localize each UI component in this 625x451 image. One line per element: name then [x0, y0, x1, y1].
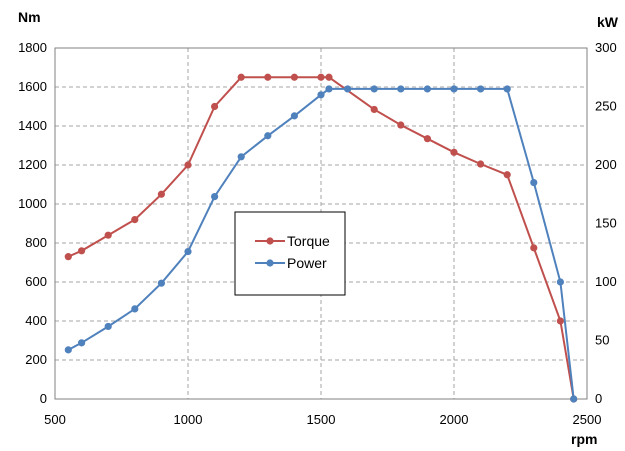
torque-data-point — [503, 171, 511, 179]
x-tick-label: 500 — [44, 412, 66, 427]
y-left-tick-label: 400 — [25, 313, 47, 328]
y-left-tick-label: 1800 — [18, 40, 47, 55]
power-data-point — [556, 278, 565, 286]
power-data-point — [370, 85, 378, 93]
y-left-tick-label: 200 — [25, 352, 47, 367]
y-left-tick-label: 1400 — [18, 118, 47, 133]
power-data-point — [184, 247, 192, 256]
y-left-tick-label: 1600 — [18, 79, 47, 94]
torque-data-point — [556, 317, 565, 325]
torque-data-point — [370, 105, 378, 114]
torque-data-point — [423, 135, 431, 143]
x-tick-label: 2000 — [440, 412, 469, 427]
power-data-point — [570, 395, 578, 403]
y-left-tick-label: 1200 — [18, 157, 47, 172]
torque-data-point — [325, 73, 333, 81]
y-right-tick-label: 150 — [595, 216, 617, 231]
power-data-point — [477, 85, 485, 93]
torque-data-point — [477, 160, 485, 168]
torque-data-point — [264, 73, 272, 81]
power-data-point — [503, 85, 511, 93]
power-data-point — [157, 279, 165, 287]
torque-data-point — [157, 190, 165, 198]
power-data-point — [104, 322, 112, 331]
y-left-tick-label: 800 — [25, 235, 47, 250]
power-data-point — [397, 85, 405, 93]
y-right-tick-label: 250 — [595, 99, 617, 114]
torque-data-point — [131, 216, 139, 224]
y-right-tick-label: 50 — [595, 333, 609, 348]
series-layer — [64, 73, 578, 403]
y-right-unit-label: kW — [597, 14, 619, 30]
torque-data-point — [64, 253, 72, 261]
power-series-line — [67, 87, 575, 400]
torque-legend-marker — [266, 237, 274, 245]
tick-labels: 0 200 400 600 800 1000 1200 1400 1600 1800 0 50 100 1… — [18, 40, 617, 427]
y-right-tick-label: 100 — [595, 274, 617, 289]
power-data-point — [78, 339, 86, 347]
torque-data-point — [104, 231, 112, 239]
x-tick-label: 2500 — [573, 412, 602, 427]
power-data-point — [64, 346, 72, 354]
y-right-tick-label: 300 — [595, 40, 617, 55]
plot-area-border — [54, 47, 588, 400]
y-left-unit-label: Nm — [18, 9, 41, 25]
power-data-point — [317, 91, 325, 99]
y-left-tick-label: 600 — [25, 274, 47, 289]
legend: Torque Power — [234, 211, 346, 296]
x-tick-label: 1000 — [174, 412, 203, 427]
torque-data-point — [184, 161, 192, 169]
power-data-point — [237, 153, 245, 161]
power-legend-marker — [266, 259, 274, 267]
torque-legend-label: Torque — [287, 233, 330, 249]
torque-data-point — [317, 73, 325, 81]
power-data-point — [530, 178, 538, 187]
power-data-point — [450, 85, 458, 93]
power-data-point — [344, 85, 352, 93]
power-data-point — [290, 112, 298, 120]
y-left-tick-label: 0 — [40, 391, 47, 406]
torque-data-point — [237, 73, 245, 81]
torque-data-point — [530, 244, 538, 252]
power-data-point — [131, 305, 139, 313]
legend-box — [234, 211, 346, 296]
y-right-tick-label: 0 — [595, 391, 602, 406]
power-data-point — [211, 192, 219, 201]
torque-data-point — [211, 102, 219, 111]
torque-data-point — [290, 73, 298, 81]
legend-items: Torque Power — [255, 233, 330, 271]
y-left-tick-label: 1000 — [18, 196, 47, 211]
power-legend-label: Power — [287, 255, 327, 271]
torque-data-point — [450, 148, 458, 156]
x-tick-label: 1500 — [307, 412, 336, 427]
x-unit-label: rpm — [571, 431, 597, 447]
power-data-point — [264, 132, 272, 140]
torque-data-point — [397, 121, 405, 129]
power-data-point — [423, 85, 431, 93]
torque-data-point — [78, 247, 86, 255]
power-data-point — [325, 85, 333, 93]
y-right-tick-label: 200 — [595, 157, 617, 172]
